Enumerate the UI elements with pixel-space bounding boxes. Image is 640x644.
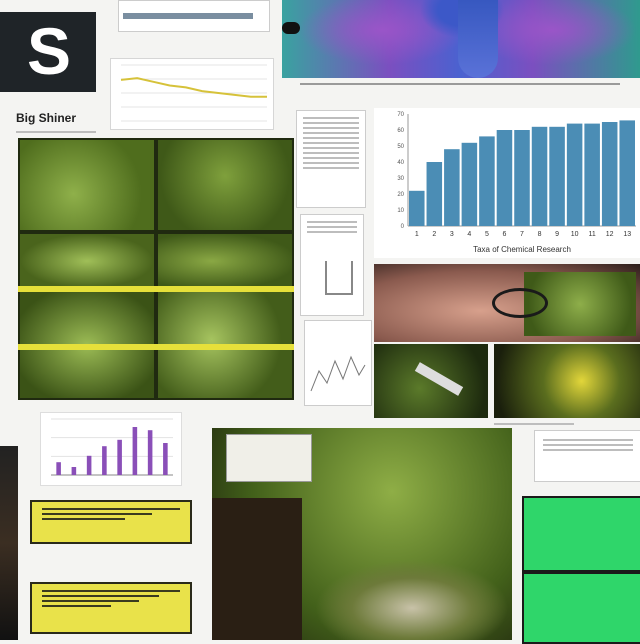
bar <box>496 130 513 226</box>
bar <box>566 123 583 226</box>
moss-tile-1 <box>20 140 154 230</box>
yellow-banner-1 <box>30 500 192 544</box>
photo-caption-lines <box>494 420 574 428</box>
bar <box>619 120 635 226</box>
moss-tile-2 <box>158 140 292 230</box>
yellow-banner-2 <box>30 582 192 634</box>
bar-chart-panel: 1 2 3 4 5 6 7 8 9 10 11 12 13 0 10 20 30 40 50 60 70 Taxa of … <box>374 108 640 258</box>
line-chart <box>120 64 267 122</box>
x-tick-label: 3 <box>450 231 454 238</box>
highlight-band-1 <box>18 286 294 292</box>
scatter-thumbnail <box>304 320 372 406</box>
y-tick-label: 70 <box>397 112 404 118</box>
x-tick-label: 6 <box>503 231 507 238</box>
bar <box>71 467 77 475</box>
bar <box>147 430 153 475</box>
x-tick-label: 1 <box>415 231 419 238</box>
bar <box>86 455 92 475</box>
green-box-2 <box>522 572 640 644</box>
bar <box>409 190 425 226</box>
top-strip-thumbnail <box>118 0 270 32</box>
x-tick-label: 2 <box>432 231 436 238</box>
bar <box>479 136 495 226</box>
bar <box>461 142 478 226</box>
x-tick-label: 8 <box>538 231 542 238</box>
line-chart-panel <box>110 58 274 130</box>
x-tick-label: 9 <box>555 231 559 238</box>
table-thumbnail <box>296 110 366 208</box>
y-tick-label: 50 <box>397 144 404 150</box>
moss-grid <box>18 138 294 400</box>
green-box-1 <box>522 496 640 572</box>
x-tick-label: 7 <box>520 231 524 238</box>
purple-bar-chart <box>51 418 173 476</box>
yellow-wing-photo <box>494 344 640 418</box>
logo-glyph: S <box>26 14 72 88</box>
x-tick-label: 12 <box>606 231 614 238</box>
moth-photo <box>374 344 488 418</box>
header-subtitle-lines <box>16 128 96 136</box>
y-tick-label: 30 <box>397 176 404 182</box>
y-tick-label: 40 <box>397 160 404 166</box>
header-title: Big Shiner <box>16 111 77 125</box>
x-tick-label: 13 <box>623 231 631 238</box>
moss-tile-4 <box>158 234 292 288</box>
bar <box>514 130 530 226</box>
bar <box>102 446 107 475</box>
bar <box>163 443 168 475</box>
x-tick-label: 11 <box>589 231 596 238</box>
left-edge-photo <box>0 446 18 640</box>
center-closeup-photo <box>212 428 512 640</box>
x-tick-label: 10 <box>571 231 579 238</box>
bar <box>426 162 443 226</box>
x-tick-label: 4 <box>467 231 471 238</box>
bar <box>584 123 600 226</box>
bar <box>549 126 565 226</box>
x-axis-label: Taxa of Chemical Research <box>473 245 571 254</box>
highlight-band-2 <box>18 344 294 350</box>
creature-photo-top <box>282 0 640 78</box>
top-photo-caption-lines <box>300 80 620 88</box>
y-tick-label: 60 <box>397 128 404 134</box>
purple-chart-panel <box>40 412 182 486</box>
bar <box>117 439 122 475</box>
logo-tile: S <box>0 12 96 92</box>
right-doc-thumbnail <box>534 430 640 482</box>
bar <box>132 427 138 475</box>
moss-tile-3 <box>20 234 154 288</box>
center-photo-label-box <box>226 434 312 482</box>
y-tick-label: 20 <box>397 192 404 198</box>
bar <box>601 122 618 226</box>
x-tick-label: 5 <box>485 231 489 238</box>
bar <box>56 462 61 475</box>
bar <box>531 126 548 226</box>
series-line <box>120 77 267 98</box>
y-tick-label: 0 <box>401 224 405 230</box>
y-tick-label: 10 <box>397 208 404 214</box>
face-photo <box>374 264 640 342</box>
diagram-thumbnail <box>300 214 364 316</box>
bar <box>444 149 460 226</box>
